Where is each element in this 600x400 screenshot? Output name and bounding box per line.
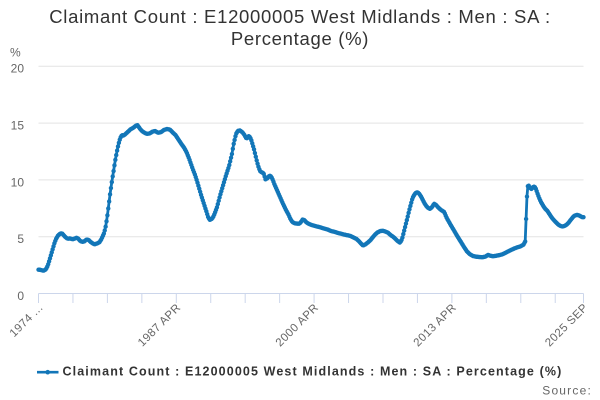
svg-text:Source:: Source: <box>542 384 592 398</box>
svg-text:Claimant Count : E12000005 Wes: Claimant Count : E12000005 West Midlands… <box>63 365 563 379</box>
svg-text:0: 0 <box>17 289 24 303</box>
svg-text:Claimant Count : E12000005 Wes: Claimant Count : E12000005 West Midlands… <box>49 6 551 27</box>
svg-text:20: 20 <box>11 62 25 76</box>
svg-text:%: % <box>10 46 21 60</box>
svg-text:15: 15 <box>11 119 25 133</box>
svg-text:Percentage (%): Percentage (%) <box>231 28 369 49</box>
svg-text:5: 5 <box>17 232 24 246</box>
svg-text:10: 10 <box>11 175 25 189</box>
